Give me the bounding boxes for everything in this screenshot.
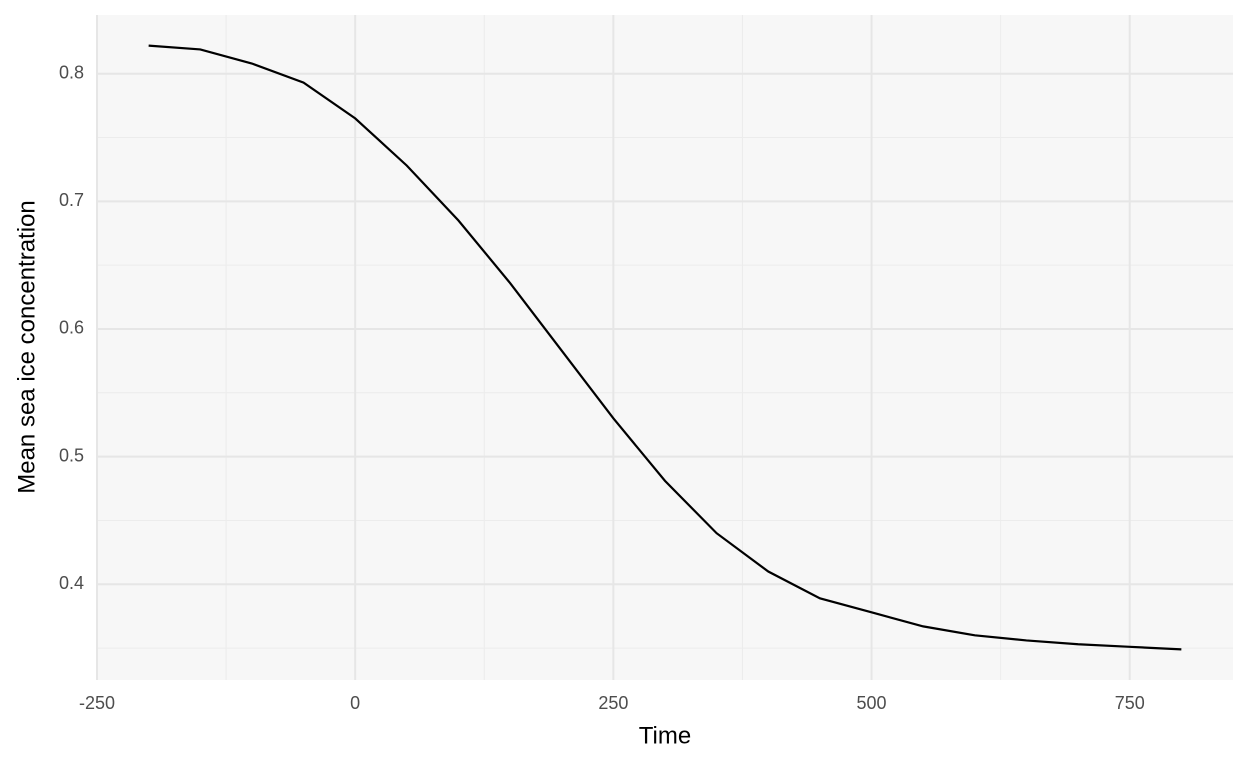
x-tick-label: 0 xyxy=(350,693,360,713)
y-tick-label: 0.5 xyxy=(59,445,84,465)
line xyxy=(148,44,1182,651)
y-tick-label: 0.8 xyxy=(59,62,84,82)
x-tick-label: -250 xyxy=(79,693,115,713)
x-axis-title: Time xyxy=(639,722,691,749)
y-tick-label: 0.7 xyxy=(59,190,84,210)
x-tick-label: 750 xyxy=(1115,693,1145,713)
y-tick-label: 0.4 xyxy=(59,573,84,593)
y-axis-title: Mean sea ice concentration xyxy=(13,200,40,494)
x-tick-label: 250 xyxy=(598,693,628,713)
plot-panel xyxy=(97,15,1233,680)
x-tick-label: 500 xyxy=(857,693,887,713)
y-tick-label: 0.6 xyxy=(59,318,84,338)
